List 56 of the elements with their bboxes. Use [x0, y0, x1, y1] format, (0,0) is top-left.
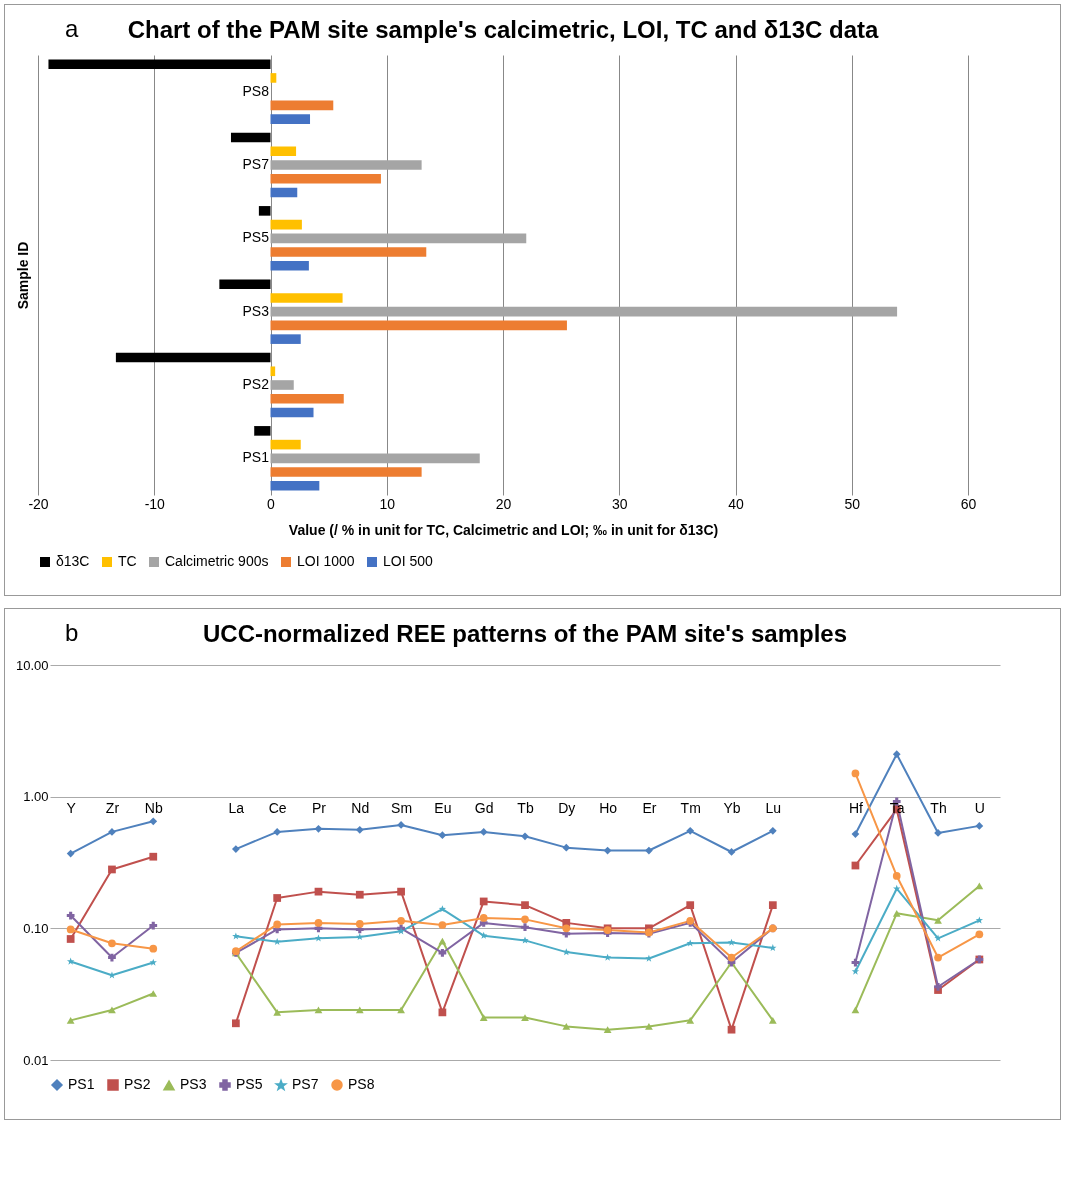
x-tick-label: Ho — [599, 799, 618, 816]
x-tick-label: U — [974, 799, 985, 816]
y-tick-label: PS7 — [242, 156, 270, 172]
y-tick-label: 1.00 — [23, 789, 49, 805]
legend-label: TC — [118, 553, 137, 569]
legend-label: δ13C — [56, 553, 90, 569]
x-tick-label: 50 — [844, 495, 861, 512]
text: b — [65, 619, 79, 647]
x-tick-label: Eu — [434, 799, 452, 816]
x-tick-label: Er — [642, 799, 657, 816]
y-tick-label: PS2 — [242, 376, 270, 392]
y-tick-label: 0.01 — [23, 1052, 49, 1068]
x-tick-label: Ta — [889, 799, 905, 816]
legend-label: PS8 — [348, 1076, 375, 1092]
x-tick-label: 60 — [960, 495, 977, 512]
y-tick-label: 0.10 — [23, 920, 49, 936]
y-tick-label: PS5 — [242, 229, 270, 246]
y-tick-label: PS8 — [242, 82, 270, 99]
legend-label: LOI 500 — [383, 553, 434, 569]
x-tick-label: Lu — [765, 799, 782, 816]
x-tick-label: 30 — [611, 495, 628, 512]
x-tick-label: 0 — [267, 495, 276, 512]
legend-label: Calcimetric 900s — [165, 553, 269, 569]
x-tick-label: 20 — [495, 495, 512, 512]
legend-label: PS7 — [292, 1076, 319, 1093]
x-tick-label: Gd — [474, 799, 494, 816]
x-tick-label: Th — [930, 799, 947, 816]
legend-label: PS2 — [124, 1076, 151, 1092]
x-tick-label: Pr — [311, 799, 327, 816]
x-tick-label: Y — [66, 799, 77, 816]
x-tick-label: Zr — [105, 799, 120, 816]
x-axis-title: Value (/ % in unit for TC, Calcimetric and LOI; ‰ in unit for δ13C) — [288, 521, 719, 538]
text: a — [65, 15, 79, 43]
y-axis-title: Sample ID — [14, 241, 31, 310]
y-tick-label: PS1 — [242, 449, 270, 466]
y-tick-label: 10.00 — [15, 657, 49, 673]
chart-title: Chart of the PAM site sample's calcimetric, LOI, TC and δ13C data — [127, 16, 879, 43]
x-tick-label: La — [228, 799, 245, 816]
y-tick-label: PS3 — [242, 302, 270, 319]
x-tick-label: Nb — [144, 799, 163, 816]
x-tick-label: -20 — [28, 495, 49, 512]
legend-label: PS1 — [68, 1076, 95, 1092]
chart-title: UCC-normalized REE patterns of the PAM site's samples — [202, 620, 848, 647]
x-tick-label: Ce — [268, 799, 287, 816]
x-tick-label: -10 — [144, 495, 166, 512]
x-tick-label: Tb — [517, 799, 534, 816]
legend-label: PS3 — [180, 1076, 207, 1093]
x-tick-label: 40 — [728, 495, 744, 512]
x-tick-label: Hf — [848, 799, 864, 816]
x-tick-label: Nd — [351, 799, 370, 816]
x-tick-label: Tm — [680, 799, 701, 816]
legend-label: LOI 1000 — [297, 553, 355, 569]
x-tick-label: 10 — [379, 495, 396, 512]
x-tick-label: Dy — [558, 799, 576, 816]
x-tick-label: Sm — [391, 799, 413, 816]
x-tick-label: Yb — [723, 799, 741, 816]
